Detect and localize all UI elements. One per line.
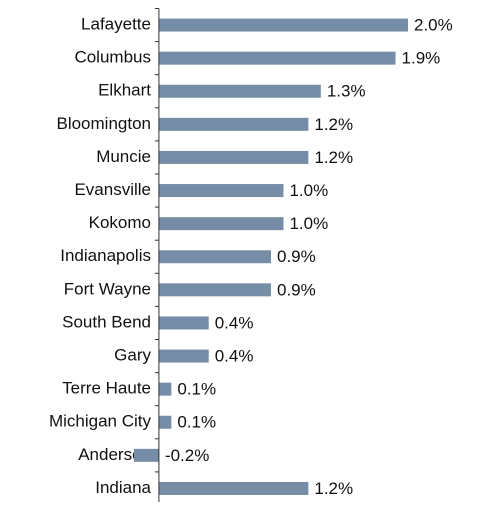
bar [158, 481, 309, 495]
category-label: Elkhart [98, 81, 151, 100]
value-label: 1.2% [314, 148, 353, 167]
category-label: Evansville [74, 180, 151, 199]
value-label: 0.1% [177, 380, 216, 399]
value-label: 0.9% [277, 280, 316, 299]
bar [158, 415, 172, 429]
category-label: Columbus [74, 48, 151, 67]
bar [134, 448, 159, 462]
bar [158, 283, 271, 297]
bar [158, 382, 172, 396]
bar [158, 217, 284, 231]
value-label: 1.2% [314, 115, 353, 134]
bar [158, 18, 408, 32]
category-label: South Bend [62, 312, 151, 331]
bar [158, 117, 309, 131]
value-label: 0.4% [215, 347, 254, 366]
category-label: Indiana [95, 478, 151, 497]
value-label: 1.3% [327, 82, 366, 101]
category-label: Fort Wayne [64, 279, 151, 298]
category-label: Indianapolis [60, 246, 151, 265]
value-label: -0.2% [165, 446, 209, 465]
category-label: Terre Haute [62, 379, 151, 398]
value-label: 1.2% [314, 479, 353, 498]
bar [158, 250, 271, 264]
value-label: 1.0% [289, 181, 328, 200]
value-label: 1.0% [289, 214, 328, 233]
category-label: Gary [114, 346, 151, 365]
category-label: Anderson [78, 445, 151, 464]
bar [158, 150, 309, 164]
bar [158, 51, 396, 65]
value-label: 0.9% [277, 247, 316, 266]
value-label: 0.4% [215, 313, 254, 332]
value-label: 1.9% [402, 49, 441, 68]
category-label: Kokomo [89, 213, 151, 232]
bar [158, 349, 209, 363]
category-label: Muncie [96, 147, 151, 166]
value-label: 0.1% [177, 413, 216, 432]
category-label: Michigan City [49, 412, 152, 431]
bar [158, 316, 209, 330]
bar [158, 184, 284, 198]
value-label: 2.0% [414, 16, 453, 35]
category-label: Lafayette [81, 15, 151, 34]
category-label: Bloomington [56, 114, 151, 133]
bar [158, 84, 321, 98]
